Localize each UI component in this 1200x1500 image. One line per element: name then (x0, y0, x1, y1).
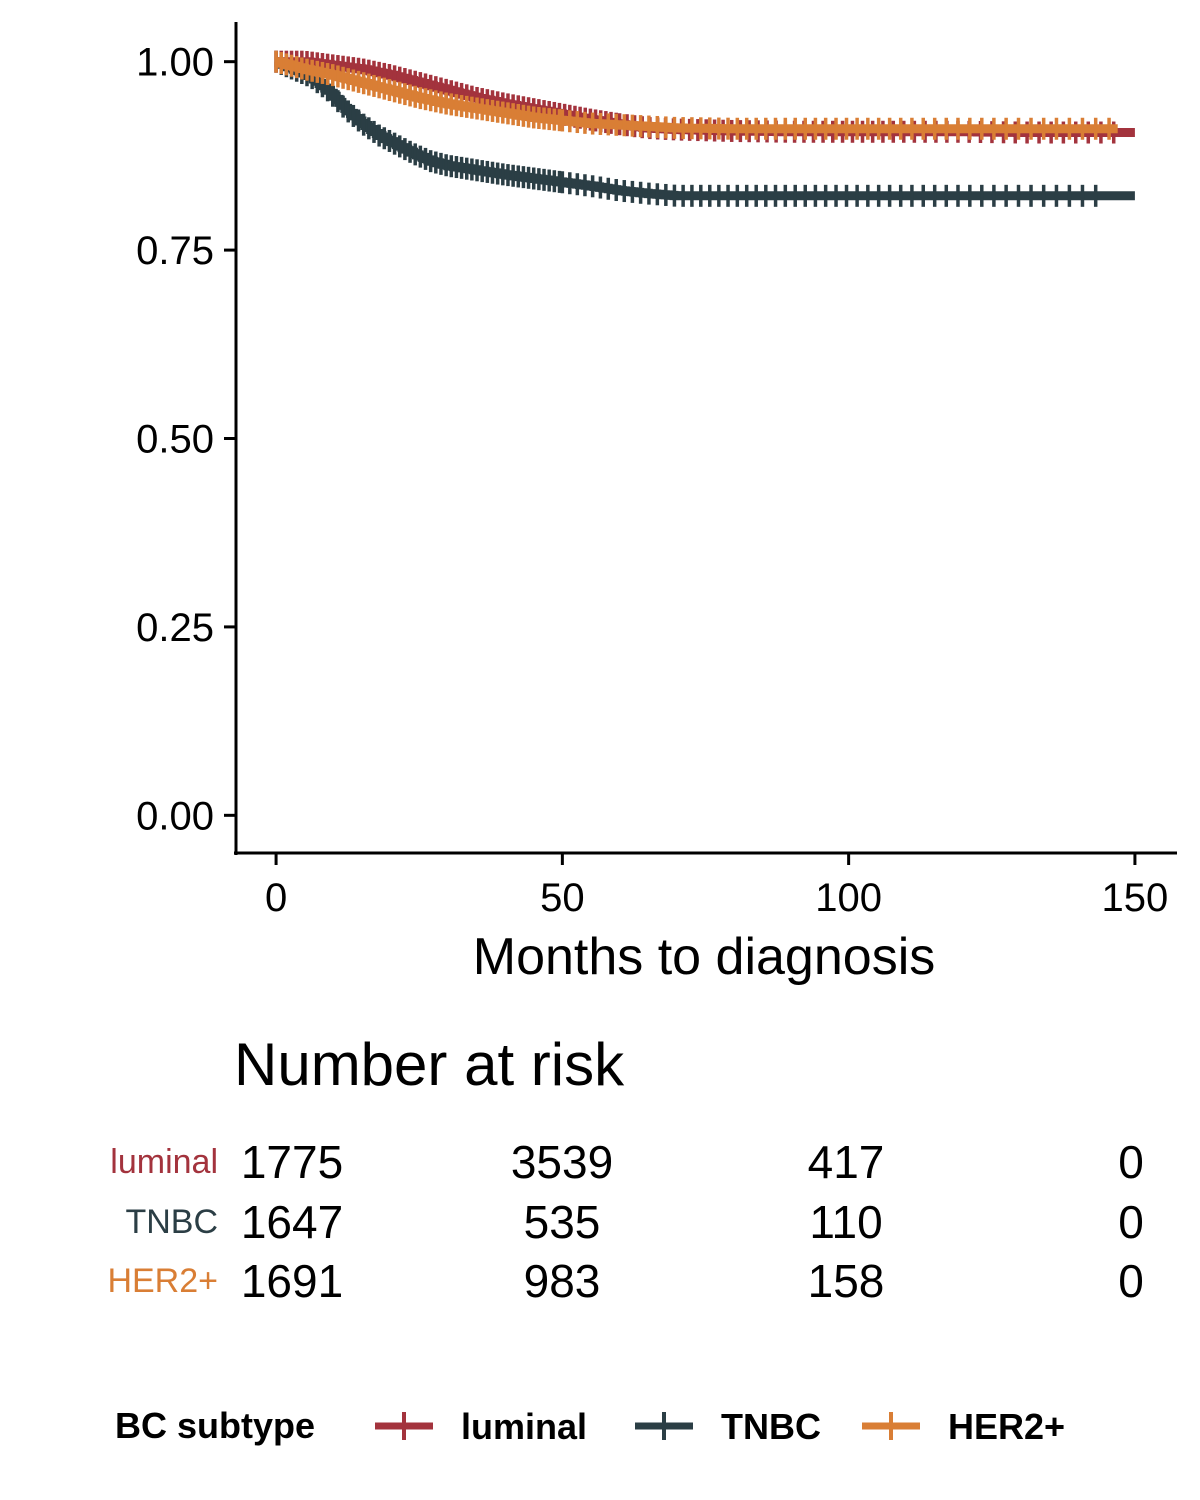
legend-label: HER2+ (948, 1406, 1065, 1447)
risk-count: 535 (524, 1196, 601, 1248)
legend-label: TNBC (721, 1406, 821, 1447)
risk-count: 417 (808, 1136, 885, 1188)
legend-entry-tnbc: TNBC (635, 1406, 821, 1447)
risk-count: 158 (808, 1255, 885, 1307)
x-tick-label: 0 (265, 876, 287, 920)
risk-count: 0 (1118, 1196, 1144, 1248)
legend: BC subtype luminal TNBC HER2+ (115, 1405, 1065, 1447)
plot-series (274, 50, 1135, 207)
x-tick-label: 50 (540, 876, 585, 920)
censor-marks (274, 50, 1111, 140)
legend-entry-her2: HER2+ (862, 1406, 1065, 1447)
legend-title: BC subtype (115, 1405, 315, 1446)
y-tick-label: 0.25 (136, 606, 214, 650)
series-tnbc (274, 50, 1135, 207)
y-tick-label: 0.50 (136, 418, 214, 462)
risk-group-label: HER2+ (107, 1262, 218, 1300)
x-ticks: 0 50 100 150 (265, 853, 1168, 920)
risk-row-tnbc: TNBC 1647 535 110 0 (125, 1196, 1143, 1248)
risk-count: 983 (524, 1255, 601, 1307)
risk-row-her2: HER2+ 1691 983 158 0 (107, 1255, 1143, 1307)
x-axis-title: Months to diagnosis (473, 928, 936, 986)
risk-count: 1647 (241, 1196, 343, 1248)
x-tick-label: 150 (1102, 876, 1169, 920)
risk-group-label: TNBC (125, 1203, 218, 1241)
risk-count: 3539 (511, 1136, 613, 1188)
legend-label: luminal (461, 1406, 587, 1447)
risk-count: 0 (1118, 1136, 1144, 1188)
y-tick-label: 1.00 (136, 41, 214, 85)
y-ticks: 0.00 0.25 0.50 0.75 1.00 (136, 41, 236, 838)
y-tick-label: 0.00 (136, 794, 214, 838)
risk-count: 0 (1118, 1255, 1144, 1307)
risk-table-title: Number at risk (234, 1031, 625, 1098)
legend-entry-luminal: luminal (375, 1406, 587, 1447)
y-tick-label: 0.75 (136, 229, 214, 273)
x-tick-label: 100 (815, 876, 882, 920)
risk-row-luminal: luminal 1775 3539 417 0 (110, 1136, 1144, 1188)
risk-count: 1775 (241, 1136, 343, 1188)
risk-count: 110 (809, 1196, 882, 1248)
risk-count: 1691 (241, 1255, 343, 1307)
axes (234, 22, 1177, 855)
risk-table: luminal 1775 3539 417 0 TNBC 1647 535 110 0 HER2+ 1… (107, 1136, 1143, 1307)
risk-group-label: luminal (110, 1143, 218, 1181)
series-her2 (274, 50, 1118, 140)
survival-curve (274, 57, 1118, 134)
